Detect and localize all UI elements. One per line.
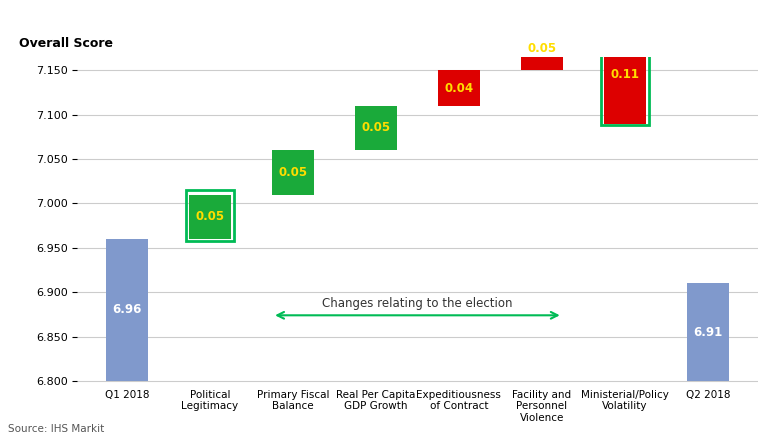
Text: 0.05: 0.05 bbox=[278, 166, 308, 179]
Bar bbox=[356, 106, 397, 150]
Text: Changes relating to the election: Changes relating to the election bbox=[322, 297, 512, 310]
Bar bbox=[189, 194, 231, 239]
Bar bbox=[521, 26, 563, 70]
Bar bbox=[272, 150, 314, 194]
Bar bbox=[604, 26, 645, 124]
Text: 6.91: 6.91 bbox=[693, 326, 723, 339]
Text: 0.04: 0.04 bbox=[444, 81, 473, 95]
Text: 6.96: 6.96 bbox=[112, 304, 141, 317]
Text: 0.11: 0.11 bbox=[611, 68, 639, 81]
Text: 0.05: 0.05 bbox=[527, 42, 557, 55]
Bar bbox=[687, 283, 728, 381]
Bar bbox=[601, 21, 649, 125]
Bar bbox=[438, 70, 479, 106]
Bar bbox=[107, 239, 148, 381]
Bar bbox=[186, 190, 234, 241]
Text: 0.05: 0.05 bbox=[362, 121, 390, 134]
Text: Overall Score: Overall Score bbox=[19, 37, 114, 50]
Text: Source: IHS Markit: Source: IHS Markit bbox=[8, 424, 104, 434]
Text: 0.05: 0.05 bbox=[196, 210, 225, 223]
Text: Changes to Malaysia’s Oil and Gas Risk Score in 2018: Changes to Malaysia’s Oil and Gas Risk S… bbox=[8, 18, 403, 33]
